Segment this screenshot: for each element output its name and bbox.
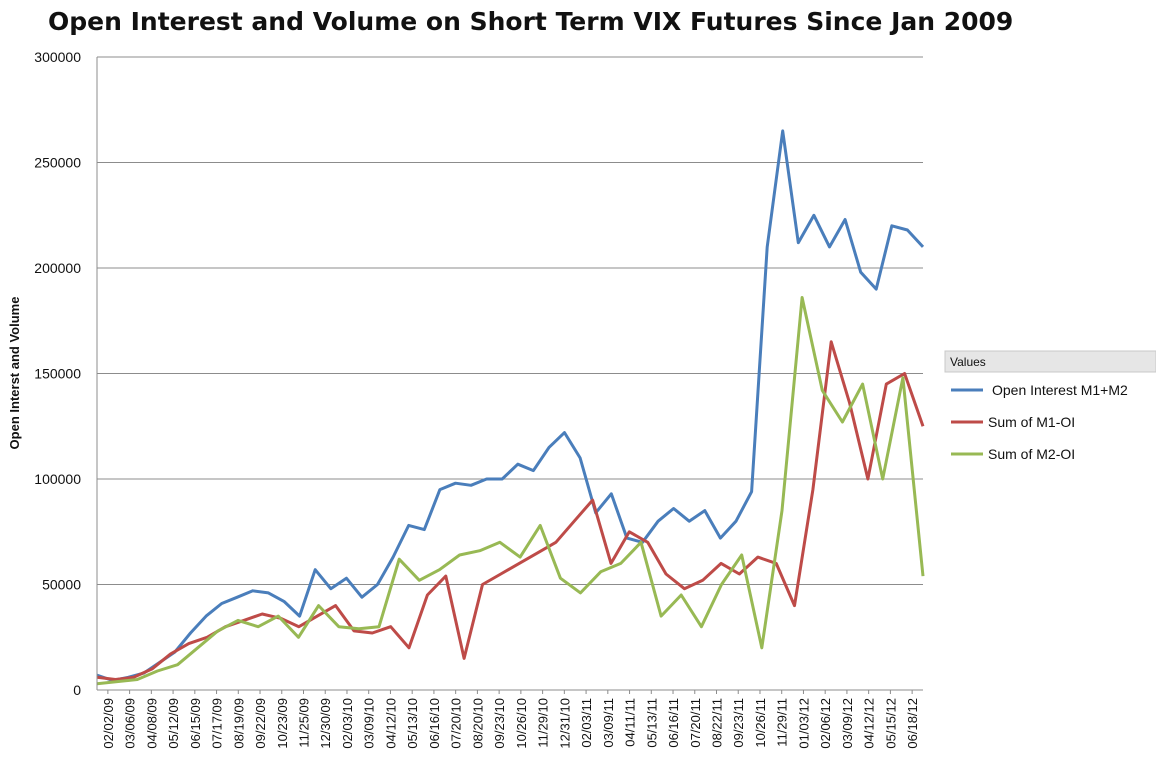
x-tick-label: 09/23/10 [492, 698, 507, 749]
x-tick-label: 04/08/09 [144, 698, 159, 749]
series-line-sum-of-m2-oi [96, 296, 925, 686]
x-tick-label: 03/09/12 [840, 698, 855, 749]
x-tick-label: 05/12/09 [166, 698, 181, 749]
x-tick-label: 07/20/10 [449, 698, 464, 749]
legend-header [944, 350, 1156, 373]
x-tick-label: 08/19/09 [231, 698, 246, 749]
x-tick-label: 03/09/10 [362, 698, 377, 749]
x-tick-label: 09/23/11 [731, 698, 746, 748]
y-tick-label: 300000 [34, 49, 81, 65]
x-tick-label: 05/15/12 [883, 698, 898, 749]
x-tick-label: 12/31/10 [557, 698, 572, 749]
x-tick-label: 09/22/09 [253, 698, 268, 749]
legend-label: Open Interest M1+M2 [992, 382, 1128, 398]
chart-title: Open Interest and Volume on Short Term V… [48, 7, 1013, 36]
x-tick-label: 04/11/11 [623, 698, 638, 747]
x-tick-label: 05/13/10 [405, 698, 420, 749]
axes [96, 57, 923, 691]
x-tick-label: 01/03/12 [796, 698, 811, 749]
y-tick-label: 250000 [34, 155, 81, 171]
x-tick-label: 06/16/11 [666, 698, 681, 748]
x-tick-label: 02/02/09 [101, 698, 116, 749]
series-line-open-interest-m1-m2 [96, 129, 925, 682]
x-tick-label: 02/06/12 [818, 698, 833, 749]
series-lines [96, 129, 925, 686]
legend-title: Values [950, 355, 986, 369]
x-tick-label: 11/29/11 [775, 698, 790, 747]
x-tick-label: 10/26/11 [753, 698, 768, 748]
x-tick-label: 06/15/09 [188, 698, 203, 749]
x-tick-label: 08/20/10 [470, 698, 485, 749]
x-tick-label: 02/03/10 [340, 698, 355, 749]
x-tick-label: 03/06/09 [123, 698, 138, 749]
legend-label: Sum of M1-OI [988, 414, 1075, 430]
x-tick-label: 04/12/12 [862, 698, 877, 749]
x-tick-label: 04/12/10 [383, 698, 398, 749]
x-tick-label: 05/13/11 [644, 698, 659, 748]
x-tick-label: 10/26/10 [514, 698, 529, 749]
x-tick-label: 06/16/10 [427, 698, 442, 749]
x-tick-label: 11/25/09 [297, 698, 312, 748]
x-tick-label: 07/20/11 [688, 698, 703, 748]
x-tick-label: 07/17/09 [210, 698, 225, 749]
x-tick-label: 03/09/11 [601, 698, 616, 748]
y-tick-label: 100000 [34, 471, 81, 487]
y-axis-label: Open Interst and Volume [7, 297, 22, 450]
x-tick-label: 08/22/11 [710, 698, 725, 748]
y-axis-ticks: 0 50000 100000 150000 200000 250000 300000 [34, 49, 81, 698]
x-axis-ticks: 02/02/09 03/06/09 04/08/09 05/12/09 06/15/09… [101, 690, 920, 749]
x-tick-label: 10/23/09 [275, 698, 290, 749]
x-tick-label: 11/29/10 [536, 698, 551, 748]
y-tick-label: 0 [73, 682, 81, 698]
x-tick-label: 12/30/09 [318, 698, 333, 749]
x-tick-label: 06/18/12 [905, 698, 920, 749]
y-tick-label: 200000 [34, 260, 81, 276]
y-tick-label: 50000 [42, 577, 81, 593]
legend: Values Open Interest M1+M2 Sum of M1-OI Su… [944, 350, 1156, 462]
x-tick-label: 02/03/11 [579, 698, 594, 748]
legend-label: Sum of M2-OI [988, 446, 1075, 462]
y-tick-label: 150000 [34, 366, 81, 382]
